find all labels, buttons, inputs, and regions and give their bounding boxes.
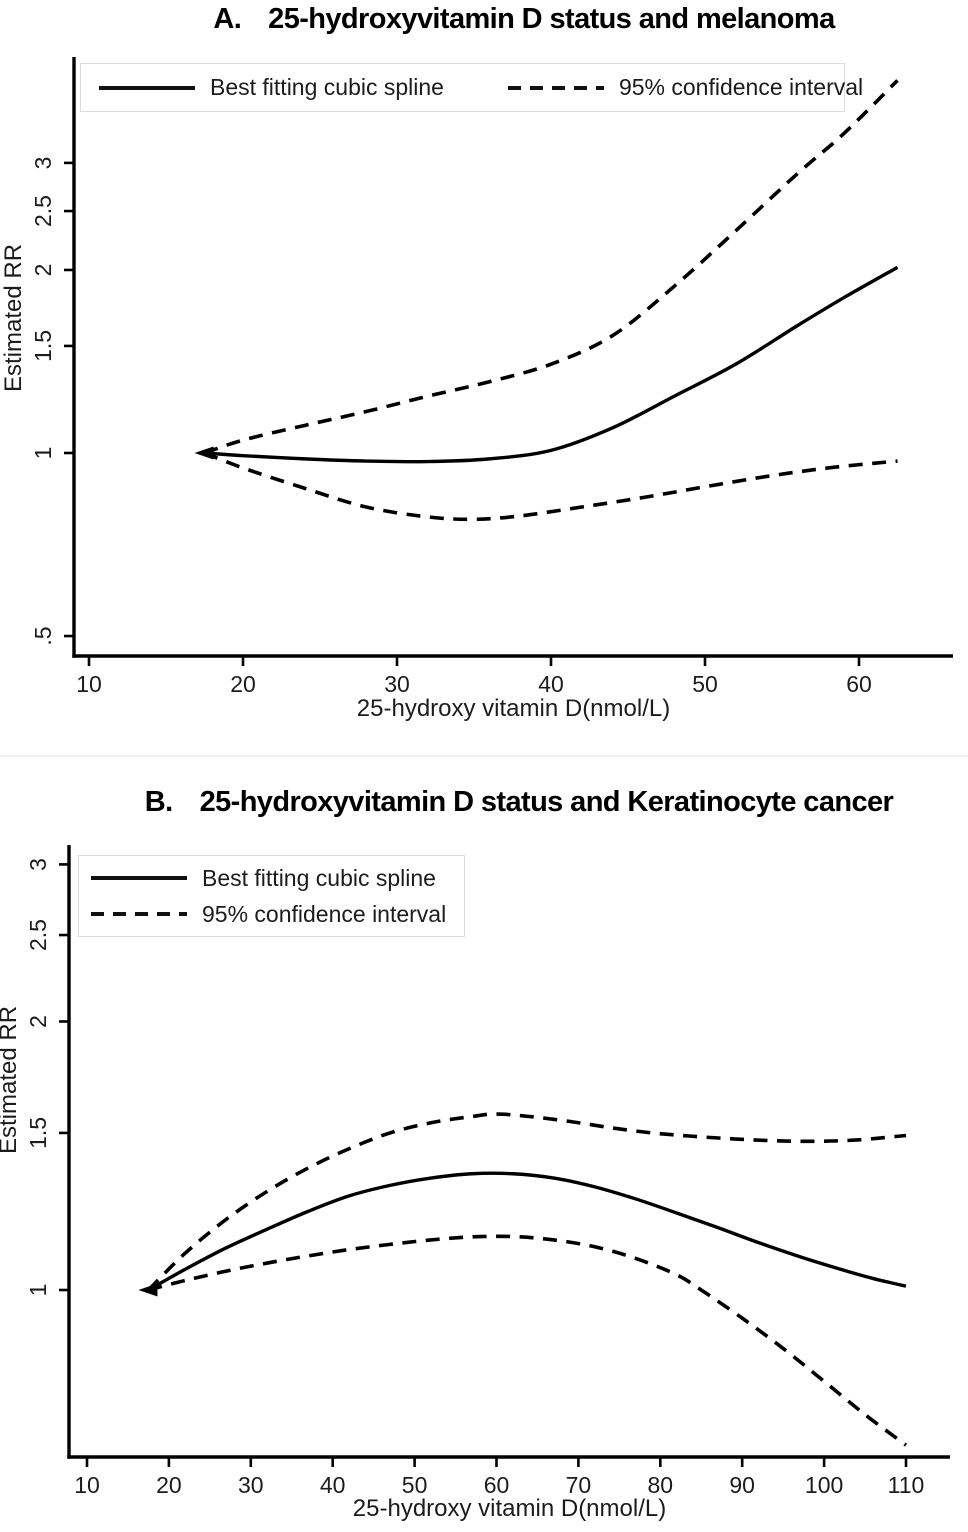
dashed-line-icon bbox=[91, 912, 187, 916]
confidence-interval-curve bbox=[203, 79, 899, 455]
x-tick-label: 40 bbox=[538, 671, 564, 697]
x-tick-label: 50 bbox=[692, 671, 718, 697]
x-tick-label: 40 bbox=[320, 1472, 346, 1498]
confidence-interval-curve bbox=[203, 451, 898, 522]
panel-a-legend: Best fitting cubic spline 95% confidence… bbox=[80, 63, 863, 112]
x-tick-label: 20 bbox=[230, 671, 256, 697]
x-tick-label: 20 bbox=[156, 1472, 182, 1498]
panel-a-label: A. bbox=[213, 3, 242, 35]
dashed-line-icon bbox=[507, 85, 604, 90]
y-tick-label: 2.5 bbox=[25, 919, 51, 951]
x-tick-label: 100 bbox=[805, 1472, 843, 1498]
solid-line-icon bbox=[91, 876, 187, 880]
y-tick-label: 1 bbox=[25, 1284, 51, 1297]
y-tick-label: 3 bbox=[30, 157, 56, 170]
panel-b-title: B. 25-hydroxyvitamin D status and Keratin… bbox=[35, 786, 968, 819]
panel-b-legend: Best fitting cubic spline 95% confidence… bbox=[78, 855, 465, 937]
y-tick-label: 3 bbox=[25, 858, 51, 871]
legend-item-ci: 95% confidence interval bbox=[91, 901, 464, 928]
spline-curve bbox=[204, 265, 899, 464]
x-axis-title: 25-hydroxy vitamin D(nmol/L) bbox=[357, 695, 670, 722]
panel-a-title: A. 25-hydroxyvitamin D status and melanom… bbox=[40, 3, 968, 36]
solid-line-icon bbox=[99, 85, 195, 90]
y-tick-label: 1 bbox=[30, 447, 56, 460]
x-tick-label: 10 bbox=[76, 671, 102, 697]
x-tick-label: 50 bbox=[402, 1472, 428, 1498]
y-tick-label: 1.5 bbox=[30, 330, 56, 362]
x-tick-label: 30 bbox=[384, 671, 410, 697]
x-axis-title: 25-hydroxy vitamin D(nmol/L) bbox=[353, 1495, 666, 1522]
y-axis-title: Estimated RR bbox=[0, 244, 27, 392]
y-tick-label: 2 bbox=[30, 264, 56, 277]
y-axis-title: Estimated RR bbox=[0, 1006, 22, 1154]
x-tick-label: 10 bbox=[74, 1472, 100, 1498]
x-tick-label: 90 bbox=[729, 1472, 755, 1498]
panel-separator bbox=[0, 755, 968, 757]
confidence-interval-curve bbox=[147, 1112, 907, 1292]
convergence-arrow-icon bbox=[194, 446, 214, 460]
panel-b-title-text: 25-hydroxyvitamin D status and Keratinoc… bbox=[199, 786, 894, 818]
panel-a-title-text: 25-hydroxyvitamin D status and melanoma bbox=[268, 3, 835, 35]
y-tick-label: 1.5 bbox=[25, 1117, 51, 1149]
legend-item-ci: 95% confidence interval bbox=[507, 74, 864, 101]
x-tick-label: 60 bbox=[484, 1472, 510, 1498]
y-tick-label: 2.5 bbox=[30, 195, 56, 227]
x-tick-label: 80 bbox=[648, 1472, 674, 1498]
legend-item-spline: Best fitting cubic spline bbox=[99, 74, 444, 101]
convergence-arrow-icon bbox=[138, 1283, 158, 1297]
legend-label-spline: Best fitting cubic spline bbox=[202, 864, 436, 891]
x-tick-label: 110 bbox=[888, 1472, 925, 1498]
x-tick-label: 70 bbox=[566, 1472, 592, 1498]
legend-label-ci: 95% confidence interval bbox=[618, 74, 864, 100]
panel-b-label: B. bbox=[144, 786, 173, 818]
y-tick-label: 2 bbox=[25, 1015, 51, 1028]
legend-label-ci: 95% confidence interval bbox=[202, 900, 447, 927]
x-tick-label: 60 bbox=[846, 671, 872, 697]
y-tick-label: .5 bbox=[30, 626, 56, 645]
confidence-interval-curve bbox=[147, 1234, 908, 1447]
spline-curve bbox=[147, 1171, 907, 1292]
x-tick-label: 30 bbox=[238, 1472, 264, 1498]
legend-item-spline: Best fitting cubic spline bbox=[91, 865, 464, 892]
legend-label-spline: Best fitting cubic spline bbox=[210, 74, 444, 100]
